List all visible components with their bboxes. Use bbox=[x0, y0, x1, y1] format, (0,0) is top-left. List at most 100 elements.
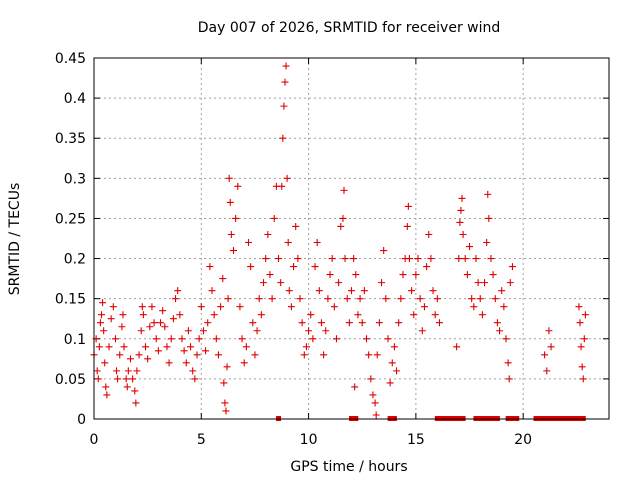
data-point bbox=[167, 335, 175, 343]
data-point bbox=[138, 303, 146, 311]
data-point bbox=[238, 335, 246, 343]
data-point bbox=[116, 351, 124, 359]
data-point bbox=[459, 230, 467, 238]
data-point bbox=[332, 335, 340, 343]
data-point bbox=[429, 287, 437, 295]
data-point bbox=[505, 375, 513, 383]
data-point bbox=[483, 239, 491, 247]
data-point bbox=[485, 214, 493, 222]
data-point bbox=[577, 343, 585, 351]
x-tick-label: 5 bbox=[197, 432, 206, 448]
data-point bbox=[351, 383, 359, 391]
data-point bbox=[176, 311, 184, 319]
data-point bbox=[412, 271, 420, 279]
data-point bbox=[575, 303, 583, 311]
data-point bbox=[302, 343, 310, 351]
data-point bbox=[126, 355, 134, 363]
data-point bbox=[135, 351, 143, 359]
data-point bbox=[264, 230, 272, 238]
data-point bbox=[280, 102, 288, 110]
data-point bbox=[493, 319, 501, 327]
data-point bbox=[204, 319, 212, 327]
data-point bbox=[262, 255, 270, 263]
data-point bbox=[169, 315, 177, 323]
y-tick-label: 0.45 bbox=[55, 51, 86, 67]
x-tick-label: 10 bbox=[300, 432, 318, 448]
data-point bbox=[478, 311, 486, 319]
data-point bbox=[96, 319, 104, 327]
data-point bbox=[386, 379, 394, 387]
data-point bbox=[581, 311, 589, 319]
data-point bbox=[472, 255, 480, 263]
data-point bbox=[578, 363, 586, 371]
data-point bbox=[193, 351, 201, 359]
data-point bbox=[403, 222, 411, 230]
data-point bbox=[98, 311, 106, 319]
data-point bbox=[395, 319, 403, 327]
data-point bbox=[378, 279, 386, 287]
data-point bbox=[356, 295, 364, 303]
data-point bbox=[105, 343, 113, 351]
data-point bbox=[433, 295, 441, 303]
data-point bbox=[345, 319, 353, 327]
data-point bbox=[390, 343, 398, 351]
data-point bbox=[148, 303, 156, 311]
data-point bbox=[94, 375, 102, 383]
data-point bbox=[580, 335, 588, 343]
data-point bbox=[579, 375, 587, 383]
data-point bbox=[146, 323, 154, 331]
data-point bbox=[337, 222, 345, 230]
data-point bbox=[283, 174, 291, 182]
data-point bbox=[290, 263, 298, 271]
data-point bbox=[172, 295, 180, 303]
data-point bbox=[275, 255, 283, 263]
data-point bbox=[399, 271, 407, 279]
data-point bbox=[107, 315, 115, 323]
axis-ticks bbox=[93, 57, 609, 420]
data-point bbox=[236, 303, 244, 311]
data-point bbox=[461, 255, 469, 263]
data-point bbox=[268, 295, 276, 303]
data-point bbox=[300, 351, 308, 359]
data-point bbox=[502, 335, 510, 343]
data-point bbox=[101, 359, 109, 367]
data-point bbox=[120, 343, 128, 351]
data-point bbox=[187, 343, 195, 351]
data-point bbox=[161, 323, 169, 331]
y-tick-label: 0.05 bbox=[55, 372, 86, 388]
data-point bbox=[227, 230, 235, 238]
data-point bbox=[393, 367, 401, 375]
data-point bbox=[404, 202, 412, 210]
data-point bbox=[508, 263, 516, 271]
data-point bbox=[287, 303, 295, 311]
data-point bbox=[182, 359, 190, 367]
plot-frame bbox=[93, 57, 610, 420]
data-point bbox=[358, 319, 366, 327]
data-point bbox=[137, 327, 145, 335]
data-point bbox=[367, 375, 375, 383]
y-axis-label: SRMTID / TECUs bbox=[7, 183, 23, 296]
data-point bbox=[234, 182, 242, 190]
data-point bbox=[380, 247, 388, 255]
tick-labels: 0 0.05 0.1 0.15 0.2 0.25 0.3 0.35 0.4 0.45 0 5 10 15 2… bbox=[55, 51, 532, 448]
data-point bbox=[315, 287, 323, 295]
data-point bbox=[343, 295, 351, 303]
data-point bbox=[317, 319, 325, 327]
data-point bbox=[180, 347, 188, 355]
data-point bbox=[232, 214, 240, 222]
data-point bbox=[453, 343, 461, 351]
data-point bbox=[123, 383, 131, 391]
data-point bbox=[150, 319, 158, 327]
data-point bbox=[382, 295, 390, 303]
data-point bbox=[199, 327, 207, 335]
data-point bbox=[294, 255, 302, 263]
data-point bbox=[458, 194, 466, 202]
data-point bbox=[191, 375, 199, 383]
data-point bbox=[154, 347, 162, 355]
y-tick-label: 0.3 bbox=[64, 171, 86, 187]
data-point bbox=[576, 319, 584, 327]
data-point bbox=[253, 327, 261, 335]
data-point bbox=[111, 335, 119, 343]
data-point bbox=[119, 311, 127, 319]
data-point bbox=[133, 367, 141, 375]
